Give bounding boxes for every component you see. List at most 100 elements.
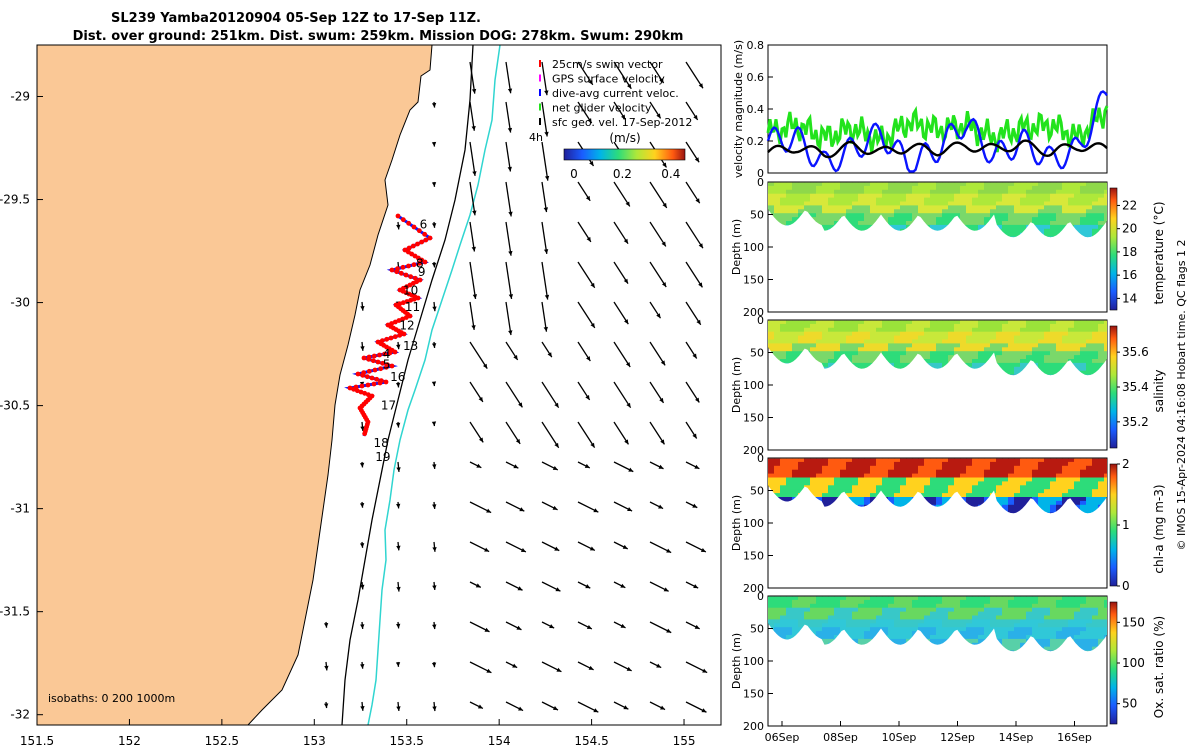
section-cell xyxy=(990,190,996,194)
section-cell xyxy=(804,612,810,616)
section-cell xyxy=(1092,627,1098,631)
section-cell xyxy=(996,612,1002,616)
section-cell xyxy=(912,604,918,608)
section-cell xyxy=(954,186,960,190)
section-cell xyxy=(966,194,972,198)
section-cell xyxy=(936,608,942,612)
section-cell xyxy=(864,600,870,604)
section-cell xyxy=(1014,478,1020,482)
section-cell xyxy=(1026,328,1032,332)
section-cell xyxy=(924,462,930,466)
section-cell xyxy=(990,324,996,328)
section-cell xyxy=(996,343,1002,347)
section-cell xyxy=(1050,213,1056,217)
section-cell xyxy=(1044,336,1050,340)
section-cell xyxy=(1038,217,1044,221)
section-cell xyxy=(792,213,798,217)
section-cell xyxy=(840,205,846,209)
section-cell xyxy=(1038,497,1044,501)
map-y-tick-label: -31.5 xyxy=(0,605,30,619)
section-cell xyxy=(1062,324,1068,328)
section-cell xyxy=(1074,324,1080,328)
depth-tick-label: 50 xyxy=(750,623,764,636)
section-cell xyxy=(804,336,810,340)
section-cell xyxy=(942,485,948,489)
section-cell xyxy=(972,324,978,328)
section-cell xyxy=(768,190,774,194)
colorbar-title: (m/s) xyxy=(609,131,640,145)
section-cell xyxy=(1050,355,1056,359)
section-cell xyxy=(930,340,936,344)
section-cell xyxy=(858,209,864,213)
section-cell xyxy=(1056,213,1062,217)
section-cell xyxy=(864,221,870,225)
section-cell xyxy=(1008,616,1014,620)
section-cell xyxy=(846,623,852,627)
section-cell xyxy=(774,485,780,489)
section-cell xyxy=(888,631,894,635)
legend-entry: net glider velocity xyxy=(552,102,652,115)
section-cell xyxy=(1080,608,1086,612)
section-cell xyxy=(1062,627,1068,631)
track-marker xyxy=(370,376,375,381)
section-cell xyxy=(954,340,960,344)
section-cell xyxy=(1038,623,1044,627)
section-cell xyxy=(1014,324,1020,328)
section-cell xyxy=(816,493,822,497)
section-cell xyxy=(1074,213,1080,217)
section-cell xyxy=(846,202,852,206)
section-cell xyxy=(864,497,870,501)
section-cell xyxy=(1098,474,1104,478)
section-cell xyxy=(972,639,978,643)
section-cell xyxy=(1074,205,1080,209)
section-cell xyxy=(1098,324,1104,328)
section-cell xyxy=(924,355,930,359)
section-cell xyxy=(840,616,846,620)
section-cell xyxy=(1068,474,1074,478)
section-cell xyxy=(774,470,780,474)
section-cell xyxy=(882,481,888,485)
section-cell xyxy=(1008,343,1014,347)
section-cell xyxy=(912,347,918,351)
section-cell xyxy=(1014,505,1020,509)
section-cell xyxy=(786,623,792,627)
section-cell xyxy=(1008,474,1014,478)
section-cell xyxy=(972,612,978,616)
section-cell xyxy=(810,332,816,336)
section-cell xyxy=(846,340,852,344)
section-cell xyxy=(1074,466,1080,470)
section-cell xyxy=(1080,462,1086,466)
section-cell xyxy=(948,627,954,631)
section-cell xyxy=(1092,328,1098,332)
section-cell xyxy=(858,489,864,493)
section-cell xyxy=(852,635,858,639)
section-cell xyxy=(804,205,810,209)
legend-entry: GPS surface velocity xyxy=(552,73,665,86)
section-cell xyxy=(798,470,804,474)
section-cell xyxy=(834,466,840,470)
section-cell xyxy=(870,493,876,497)
section-cell xyxy=(1014,481,1020,485)
section-cell xyxy=(792,324,798,328)
section-cell xyxy=(882,332,888,336)
section-cell xyxy=(876,324,882,328)
time-label: 4h xyxy=(529,131,543,144)
section-cell xyxy=(816,217,822,221)
velocity-arrow xyxy=(722,422,737,445)
section-cell xyxy=(870,217,876,221)
section-cell xyxy=(1062,347,1068,351)
section-cell xyxy=(864,324,870,328)
section-cell xyxy=(1092,359,1098,363)
section-cell xyxy=(1074,493,1080,497)
section-cell xyxy=(948,202,954,206)
section-cell xyxy=(930,631,936,635)
section-cell xyxy=(816,608,822,612)
section-cell xyxy=(852,324,858,328)
section-cell xyxy=(1050,466,1056,470)
section-cell xyxy=(888,608,894,612)
section-cell xyxy=(1014,612,1020,616)
speed-colorbar xyxy=(564,149,685,160)
section-cell xyxy=(1092,635,1098,639)
section-cell xyxy=(1056,627,1062,631)
section-cell xyxy=(1032,347,1038,351)
